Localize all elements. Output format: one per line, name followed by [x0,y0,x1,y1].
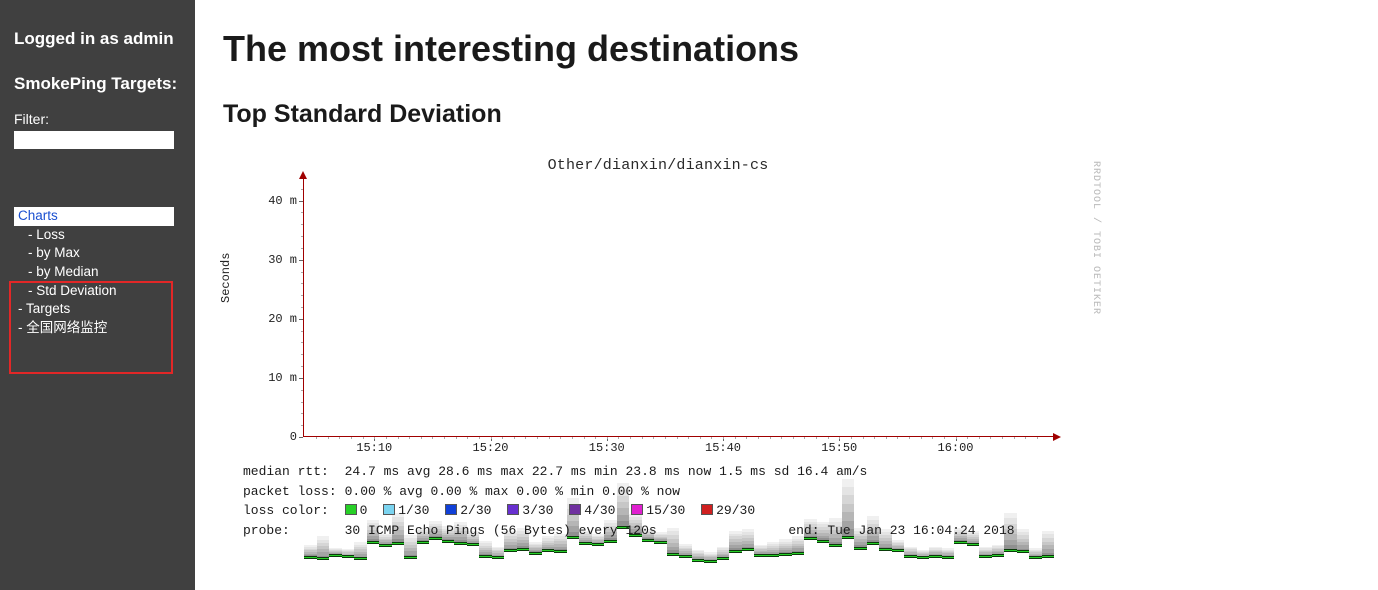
x-tick-label: 15:20 [472,441,508,455]
loss-color-swatch [507,504,519,515]
loss-color-swatch [569,504,581,515]
y-axis-label: Seconds [219,253,233,303]
loss-color-label: 4/30 [584,503,623,518]
x-axis-arrow-icon [1053,433,1061,441]
chart-plot-area [303,177,1053,437]
median-rtt-label: median rtt: [243,463,337,481]
main-content: The most interesting destinations Top St… [195,0,1378,590]
smokeping-chart: Other/dianxin/dianxin-cs RRDTOOL / TOBI … [223,153,1093,553]
sidebar: Logged in as admin SmokePing Targets: Fi… [0,0,195,590]
nav-charts[interactable]: Charts [14,207,174,226]
nav-by-max[interactable]: - by Max [14,244,181,263]
probe-value: 30 ICMP Echo Pings (56 Bytes) every 120s [345,523,657,538]
median-rtt-values: 24.7 ms avg 28.6 ms max 22.7 ms min 23.8… [339,463,1015,481]
loss-color-swatch [631,504,643,515]
loss-color-swatch [701,504,713,515]
loss-color-label: 1/30 [398,503,437,518]
packet-loss-values: 0.00 % avg 0.00 % max 0.00 % min 0.00 % … [339,483,1015,501]
chart-stats: median rtt: 24.7 ms avg 28.6 ms max 22.7… [241,461,1017,541]
nav-targets[interactable]: - Targets [14,300,181,319]
nav-by-median[interactable]: - by Median [14,263,181,282]
nav-loss[interactable]: - Loss [14,226,181,245]
probe-label: probe: [243,522,337,540]
y-tick-label: 40 m [253,194,297,208]
login-status: Logged in as admin [14,28,181,51]
nav-std-deviation[interactable]: - Std Deviation [14,282,181,301]
x-tick-label: 16:00 [937,441,973,455]
loss-color-label: 2/30 [460,503,499,518]
loss-color-label: 15/30 [646,503,693,518]
loss-color-label: 3/30 [522,503,561,518]
y-tick-label: 10 m [253,371,297,385]
chart-title: Other/dianxin/dianxin-cs [223,157,1093,174]
chart-watermark: RRDTOOL / TOBI OETIKER [1090,161,1101,315]
loss-color-legend: 0 1/30 2/30 3/30 4/30 15/30 29/30 [339,502,1015,520]
loss-color-label: 0 [360,503,376,518]
probe-line: 30 ICMP Echo Pings (56 Bytes) every 120s… [339,522,1015,540]
filter-input[interactable] [14,131,174,149]
loss-color-swatch [345,504,357,515]
filter-label: Filter: [14,111,181,127]
y-tick-label: 20 m [253,312,297,326]
loss-color-label: loss color: [243,502,337,520]
x-tick-label: 15:30 [589,441,625,455]
x-tick-label: 15:10 [356,441,392,455]
y-tick-label: 0 [253,430,297,444]
section-title: Top Standard Deviation [223,100,1378,129]
nav-national-monitor[interactable]: - 全国网络监控 [14,319,181,338]
loss-color-swatch [445,504,457,515]
targets-heading: SmokePing Targets: [14,73,181,95]
page-title: The most interesting destinations [223,28,1378,70]
x-tick-label: 15:40 [705,441,741,455]
loss-color-label: 29/30 [716,503,755,518]
y-tick-label: 30 m [253,253,297,267]
end-timestamp: end: Tue Jan 23 16:04:24 2018 [788,523,1014,538]
loss-color-swatch [383,504,395,515]
x-tick-label: 15:50 [821,441,857,455]
nav-menu: Charts - Loss - by Max - by Median - Std… [14,207,181,337]
packet-loss-label: packet loss: [243,483,337,501]
